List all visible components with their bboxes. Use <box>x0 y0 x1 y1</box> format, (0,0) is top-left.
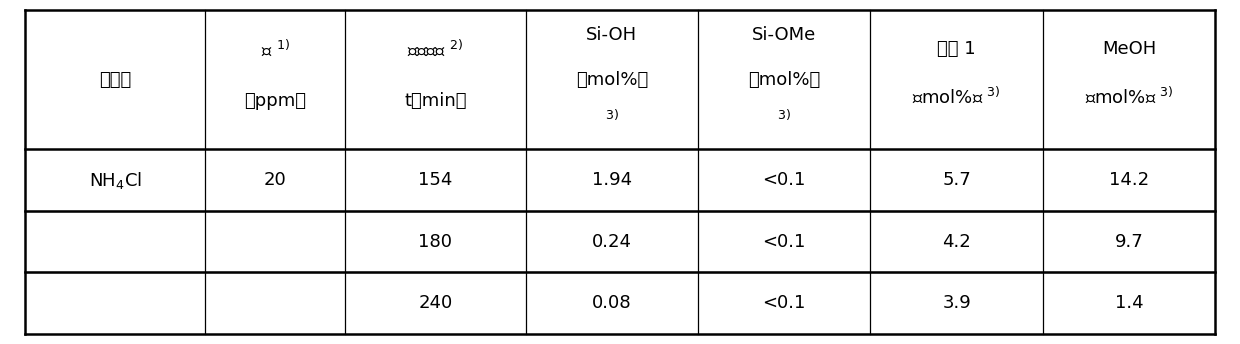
Text: 154: 154 <box>418 171 453 189</box>
Text: 0.24: 0.24 <box>591 233 632 250</box>
Text: 1.94: 1.94 <box>591 171 632 189</box>
Text: （ppm）: （ppm） <box>244 92 306 110</box>
Text: Si-OH: Si-OH <box>587 26 637 44</box>
Text: 5.7: 5.7 <box>942 171 971 189</box>
Text: $^{3)}$: $^{3)}$ <box>777 110 791 128</box>
Text: 9.7: 9.7 <box>1115 233 1143 250</box>
Text: 催化剂: 催化剂 <box>99 71 131 89</box>
Text: 硅烷 1: 硅烷 1 <box>937 40 976 58</box>
Text: 4.2: 4.2 <box>942 233 971 250</box>
Text: 量 $^{1)}$: 量 $^{1)}$ <box>260 39 290 60</box>
Text: <0.1: <0.1 <box>763 233 806 250</box>
Text: 3.9: 3.9 <box>942 294 971 312</box>
Text: <0.1: <0.1 <box>763 171 806 189</box>
Text: 1.4: 1.4 <box>1115 294 1143 312</box>
Text: 20: 20 <box>264 171 286 189</box>
Text: Si-OMe: Si-OMe <box>753 26 816 44</box>
Text: <0.1: <0.1 <box>763 294 806 312</box>
Text: （mol%）: （mol%） <box>575 71 649 89</box>
Text: MeOH: MeOH <box>1102 40 1156 58</box>
Text: （mol%） $^{3)}$: （mol%） $^{3)}$ <box>1085 86 1173 107</box>
Text: 240: 240 <box>418 294 453 312</box>
Text: 反应时间 $^{2)}$: 反应时间 $^{2)}$ <box>407 39 464 60</box>
Text: 0.08: 0.08 <box>591 294 631 312</box>
Text: 180: 180 <box>418 233 453 250</box>
Text: （mol%） $^{3)}$: （mol%） $^{3)}$ <box>913 86 1001 107</box>
Text: NH$_{4}$Cl: NH$_{4}$Cl <box>88 170 141 191</box>
Text: 14.2: 14.2 <box>1109 171 1149 189</box>
Text: t（min）: t（min） <box>404 92 466 110</box>
Text: （mol%）: （mol%） <box>748 71 821 89</box>
Text: $^{3)}$: $^{3)}$ <box>605 110 619 128</box>
